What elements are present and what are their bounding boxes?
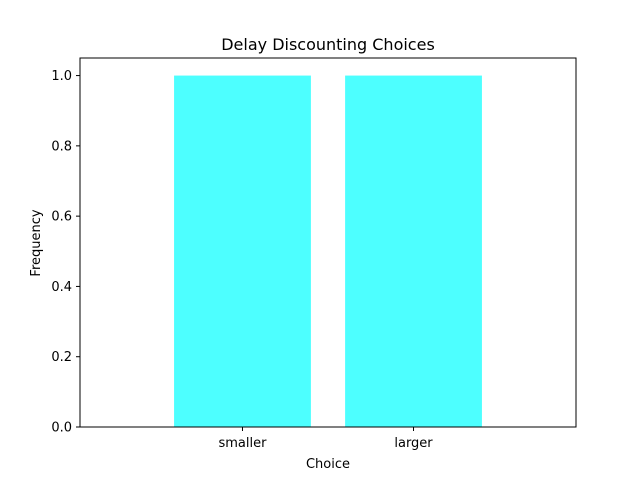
x-tick-label: larger [394,436,433,451]
plot-frame [79,57,577,428]
bar-smaller [174,75,311,428]
y-tick-label: 1.0 [51,69,72,84]
y-tick-label: 0.8 [51,139,72,154]
y-tick-label: 0.4 [51,280,72,295]
bars-group [174,75,482,428]
x-axis-label: Choice [306,457,350,472]
y-ticks-group: 0.0 0.2 0.4 0.6 0.8 1.0 [51,69,80,436]
chart-title: Delay Discounting Choices [221,35,435,54]
y-tick-label: 0.0 [51,421,72,436]
bar-larger [345,75,482,428]
x-tick-label: smaller [218,436,267,451]
y-axis-label: Frequency [29,209,44,276]
y-tick-label: 0.6 [51,210,72,225]
x-ticks-group: smaller larger [218,427,433,451]
y-tick-label: 0.2 [51,350,72,365]
